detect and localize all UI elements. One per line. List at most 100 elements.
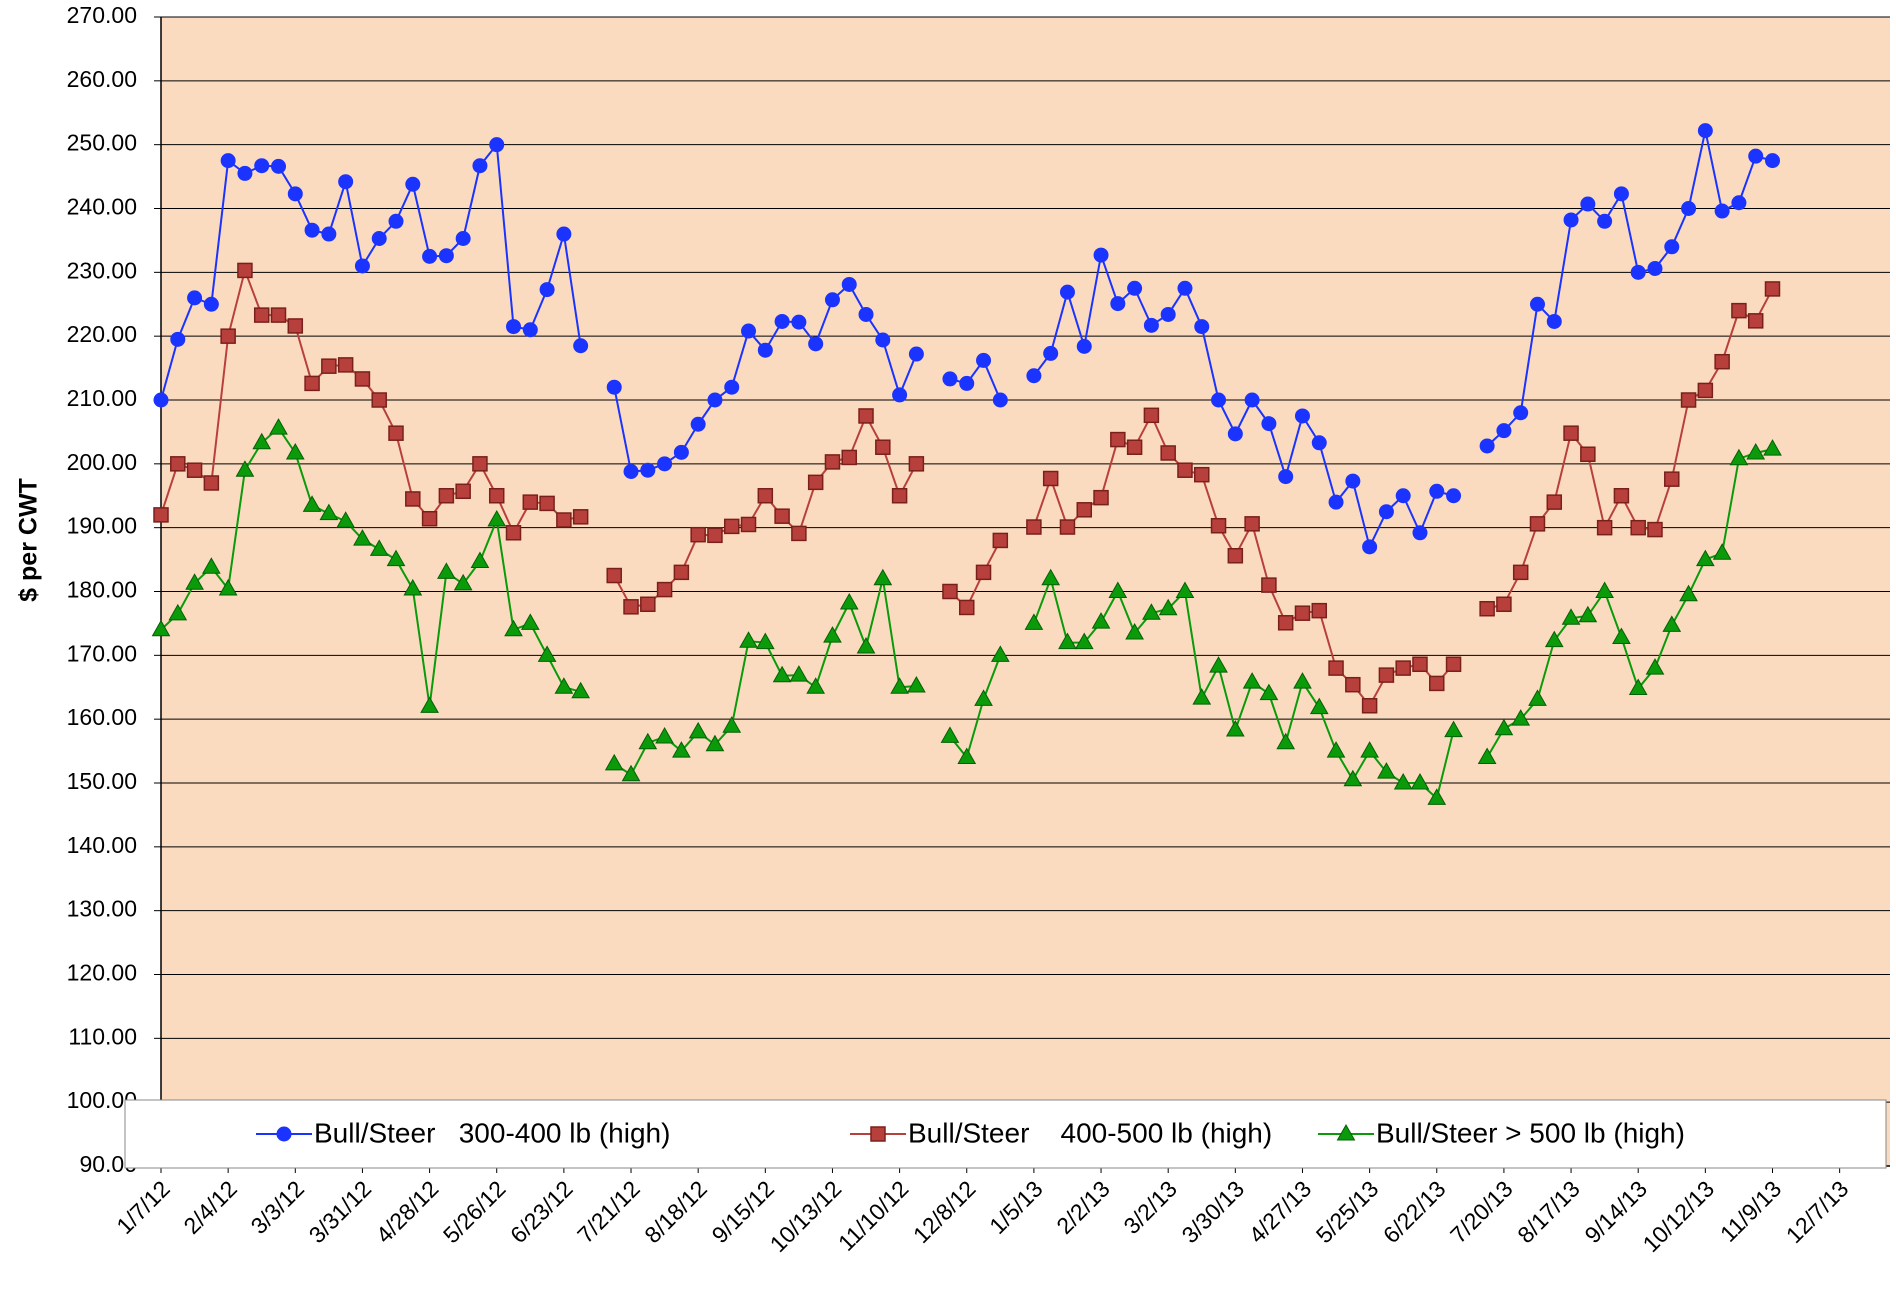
marker: [1043, 345, 1059, 361]
marker: [841, 276, 857, 292]
marker: [1244, 516, 1260, 532]
marker: [321, 358, 337, 374]
marker: [237, 165, 253, 181]
marker: [1126, 439, 1143, 455]
marker: [1261, 416, 1277, 432]
marker: [1747, 313, 1764, 329]
marker: [1377, 762, 1396, 779]
x-tick-label: 1/7/12: [111, 1175, 175, 1239]
marker: [1731, 195, 1747, 211]
marker: [672, 741, 691, 758]
marker: [1093, 489, 1109, 506]
marker: [338, 174, 354, 190]
y-tick-label: 150.00: [67, 768, 137, 794]
marker: [186, 462, 203, 478]
x-tick-label: 1/5/13: [984, 1175, 1048, 1239]
y-tick-label: 160.00: [67, 704, 137, 730]
marker: [1494, 718, 1514, 736]
marker: [1496, 596, 1512, 613]
marker: [1378, 504, 1394, 520]
marker: [604, 753, 624, 771]
marker: [304, 222, 320, 238]
marker: [940, 726, 960, 743]
marker: [319, 503, 339, 521]
y-tick-label: 170.00: [67, 640, 137, 666]
y-tick-label: 220.00: [67, 321, 137, 347]
marker: [841, 449, 857, 466]
marker: [1211, 392, 1227, 408]
marker: [1294, 605, 1311, 621]
marker: [1058, 632, 1077, 650]
marker: [789, 665, 809, 682]
marker: [170, 331, 186, 347]
marker: [1731, 302, 1747, 319]
marker: [287, 318, 304, 334]
marker: [1596, 519, 1613, 536]
marker: [807, 474, 824, 491]
marker: [1125, 622, 1144, 640]
marker: [707, 392, 723, 408]
marker: [1528, 689, 1547, 706]
marker: [1074, 632, 1094, 650]
marker: [1244, 392, 1260, 408]
marker: [170, 456, 186, 472]
marker: [472, 456, 488, 472]
marker: [453, 573, 473, 591]
x-tick-label: 3/31/12: [304, 1175, 377, 1248]
marker: [235, 460, 255, 477]
marker: [875, 332, 891, 348]
marker: [858, 408, 874, 424]
marker: [975, 564, 992, 581]
y-tick-label: 120.00: [67, 960, 137, 986]
marker: [891, 488, 908, 504]
marker: [1225, 720, 1245, 737]
marker: [875, 439, 891, 455]
marker: [673, 564, 690, 581]
marker: [220, 328, 236, 344]
marker: [153, 507, 169, 523]
marker: [1563, 212, 1579, 228]
marker: [1764, 281, 1781, 297]
marker: [1445, 656, 1462, 673]
marker: [218, 578, 238, 596]
y-tick-label: 240.00: [67, 194, 137, 220]
marker: [1259, 683, 1279, 701]
marker: [772, 665, 792, 683]
marker: [337, 357, 354, 373]
marker: [992, 392, 1008, 408]
marker: [522, 494, 539, 510]
marker: [354, 258, 370, 274]
marker: [873, 568, 893, 586]
marker: [253, 307, 270, 323]
marker: [1746, 442, 1766, 460]
marker: [1328, 494, 1344, 510]
marker: [606, 379, 622, 395]
marker: [285, 442, 305, 460]
marker: [1680, 392, 1697, 408]
marker: [1024, 613, 1044, 630]
marker: [1059, 519, 1076, 535]
marker: [1110, 431, 1126, 448]
marker: [1393, 772, 1413, 790]
y-tick-label: 130.00: [67, 896, 137, 922]
marker: [1362, 539, 1378, 555]
marker: [1477, 747, 1497, 764]
marker: [506, 319, 522, 335]
marker: [1695, 549, 1715, 567]
marker: [270, 307, 287, 323]
marker: [1595, 581, 1614, 598]
marker: [824, 292, 840, 308]
x-tick-label: 10/12/13: [1637, 1175, 1719, 1257]
marker: [1059, 284, 1075, 300]
marker: [976, 352, 992, 368]
marker: [302, 495, 322, 512]
marker: [623, 463, 639, 479]
marker: [688, 721, 708, 739]
marker: [1429, 675, 1445, 692]
marker: [1343, 769, 1363, 787]
marker: [1681, 201, 1697, 216]
marker: [655, 727, 674, 744]
marker: [1529, 516, 1546, 532]
marker: [539, 282, 555, 298]
marker: [1628, 678, 1648, 696]
